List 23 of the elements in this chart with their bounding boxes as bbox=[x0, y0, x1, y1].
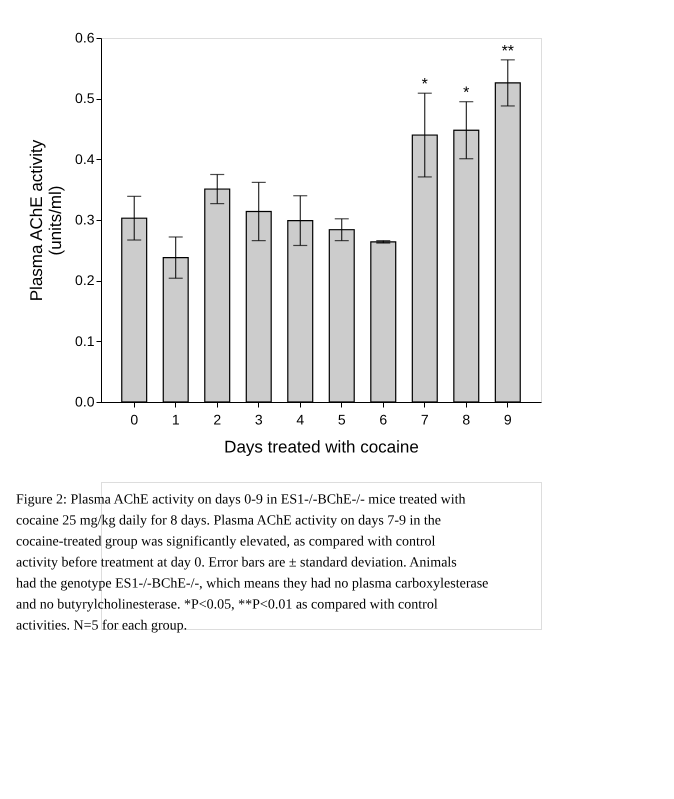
x-tick-label: 7 bbox=[420, 412, 429, 428]
x-tick-label: 3 bbox=[254, 412, 263, 428]
x-tick-label: 6 bbox=[379, 412, 388, 428]
annotation: ** bbox=[502, 42, 514, 60]
annotation: * bbox=[463, 84, 470, 102]
y-tick-label: 0.5 bbox=[75, 90, 95, 106]
y-tick-label: 0.2 bbox=[75, 272, 95, 288]
x-tick-label: 2 bbox=[213, 412, 222, 428]
x-tick-label: 5 bbox=[338, 412, 346, 428]
x-tick-label: 9 bbox=[504, 412, 512, 428]
x-tick-label: 4 bbox=[296, 412, 304, 428]
y-tick-label: 0.1 bbox=[75, 332, 95, 349]
x-tick-label: 1 bbox=[172, 412, 180, 428]
y-axis-title: Plasma AChE activity (units/ml) bbox=[27, 139, 66, 302]
x-tick-label: 8 bbox=[462, 412, 470, 428]
x-axis-title: Days treated with cocaine bbox=[224, 438, 419, 456]
y-tick-label: 0.4 bbox=[75, 150, 95, 167]
y-tick-label: 0.3 bbox=[75, 212, 95, 228]
x-tick-label: 0 bbox=[130, 412, 138, 428]
y-tick-label: 0.6 bbox=[75, 30, 95, 46]
caption: Figure 2: Plasma AChE activity on days 0-9 in ES1-/-BChE-/- mice treated with cocaine 25 mg/kg daily for 8 days. Plasma AChE activity on days 7-9 in the cocaine-treated group was significantly elevated, as compared with control activity before treatment at day 0. Error bars are ± standard deviation. Animals had the genotype ES1-/-BChE-/-, which means they had no plasma carboxylesterase and no butyrylcholinesterase. *P<0.05, **P<0.01 as compared with control activities. N=5 for each group. bbox=[16, 492, 488, 634]
y-tick-label: 0.0 bbox=[75, 394, 95, 410]
annotation: * bbox=[422, 76, 428, 94]
